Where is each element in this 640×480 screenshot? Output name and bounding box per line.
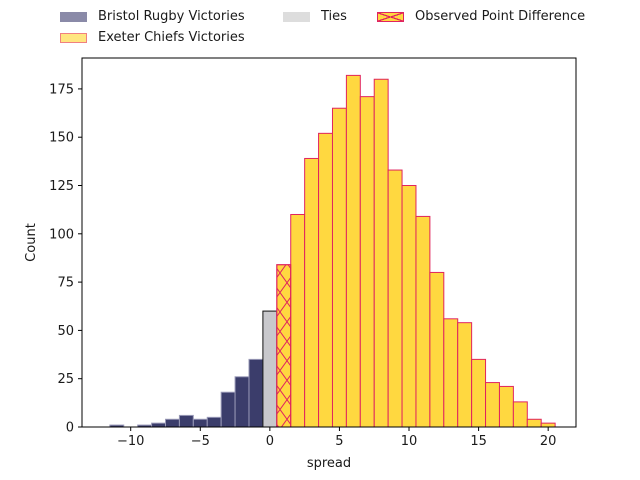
legend-label-ties: Ties xyxy=(321,9,347,24)
bar-series2-x12 xyxy=(429,271,445,428)
legend-swatch-exeter xyxy=(60,32,87,43)
x-tick-label: −10 xyxy=(117,434,144,449)
bar-series2-x20 xyxy=(540,422,556,428)
legend: Bristol Rugby Victories Ties Observed Po… xyxy=(0,0,640,60)
y-tick-label: 125 xyxy=(49,179,74,194)
bar-series2-x5 xyxy=(331,107,347,428)
x-tick-label: 20 xyxy=(540,434,557,449)
legend-swatch-bristol xyxy=(60,11,87,22)
bar-series2-x10 xyxy=(401,185,417,428)
legend-item-observed: Observed Point Difference xyxy=(377,9,585,24)
bar-series0-x-6 xyxy=(178,414,194,428)
legend-swatch-ties xyxy=(283,11,310,22)
bar-series0-x-2 xyxy=(234,376,250,428)
bar-series2-x11 xyxy=(415,215,431,428)
bar-series2-x19 xyxy=(526,418,542,428)
bar-series2-x8 xyxy=(373,78,389,428)
bar-series2-x15 xyxy=(471,358,487,428)
observed-bar-hatch xyxy=(276,264,292,428)
x-tick-label: 0 xyxy=(266,434,274,449)
bar-series0-x-4 xyxy=(206,416,222,428)
bar-series2-x13 xyxy=(443,318,459,428)
y-axis-label: Count xyxy=(24,223,39,262)
legend-label-observed: Observed Point Difference xyxy=(415,9,586,24)
x-tick-label: −5 xyxy=(191,434,210,449)
bar-series2-x14 xyxy=(457,322,473,428)
y-tick-label: 0 xyxy=(66,421,74,436)
legend-item-bristol: Bristol Rugby Victories xyxy=(60,9,245,24)
plot-frame xyxy=(81,57,577,428)
bar-series0-x-1 xyxy=(248,358,264,428)
bar-series0-x-5 xyxy=(192,418,208,428)
y-tick-label: 175 xyxy=(49,82,74,97)
y-tick-label: 25 xyxy=(57,372,74,387)
bar-series0-x-7 xyxy=(164,418,180,428)
x-tick-label: 5 xyxy=(335,434,343,449)
legend-item-exeter: Exeter Chiefs Victories xyxy=(60,30,245,45)
bar-series2-x16 xyxy=(485,382,500,428)
y-tick-label: 100 xyxy=(49,227,74,242)
bar-series2-x6 xyxy=(345,74,361,428)
bar-series2-x17 xyxy=(498,385,514,428)
legend-label-bristol: Bristol Rugby Victories xyxy=(98,9,245,24)
legend-swatch-observed xyxy=(377,11,404,22)
y-tick-label: 75 xyxy=(57,276,74,291)
bar-series2-x4 xyxy=(318,132,333,428)
y-tick-label: 150 xyxy=(49,131,74,146)
bar-series2-x18 xyxy=(512,401,528,428)
bar-series2-x2 xyxy=(290,213,306,428)
bar-series2-x9 xyxy=(387,169,403,428)
bar-series1-x0 xyxy=(262,310,278,428)
x-tick-label: 15 xyxy=(470,434,487,449)
y-tick-label: 50 xyxy=(57,324,74,339)
bar-series0-x-3 xyxy=(220,391,236,428)
x-tick-label: 10 xyxy=(401,434,418,449)
bar-series2-x3 xyxy=(304,157,320,428)
axes-group: −10 −5 0 5 10 15 20 0 25 50 75 100 125 150 175 spread Co… xyxy=(24,57,577,471)
bar-series0-x-8 xyxy=(151,422,166,428)
legend-label-exeter: Exeter Chiefs Victories xyxy=(98,30,245,45)
bars-group xyxy=(109,74,556,428)
x-axis-label: spread xyxy=(307,456,351,471)
bar-series2-x7 xyxy=(359,96,375,428)
legend-item-ties: Ties xyxy=(283,9,347,24)
